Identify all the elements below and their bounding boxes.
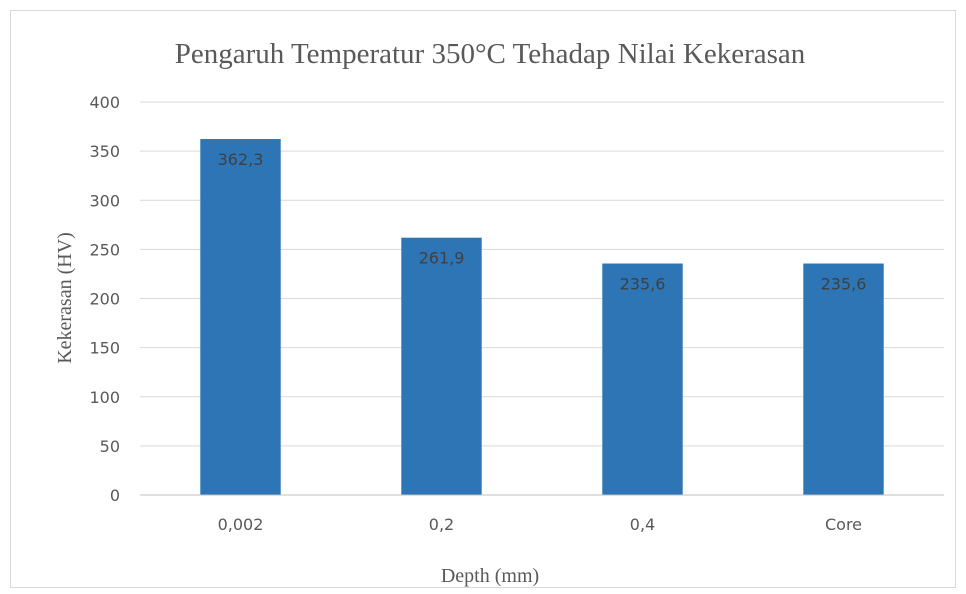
y-tick-label: 250 [89,240,120,259]
x-tick-label: 0,4 [630,515,655,534]
bars [200,139,884,496]
x-tick-label: 0,2 [429,515,454,534]
x-tick-label: Core [825,515,862,534]
data-label: 235,6 [620,275,666,294]
y-tick-label: 50 [100,437,120,456]
y-tick-label: 350 [89,142,120,161]
data-label: 235,6 [821,275,867,294]
y-tick-label: 200 [89,290,120,309]
bar [803,263,884,495]
data-labels: 362,3 261,9 235,6 235,6 [218,150,867,293]
data-label: 362,3 [218,150,264,169]
data-label: 261,9 [419,249,465,268]
y-tick-label: 150 [89,339,120,358]
y-tick-label: 0 [110,486,120,505]
y-tick-label: 400 [89,93,120,112]
chart-title: Pengaruh Temperatur 350°C Tehadap Nilai … [175,38,806,70]
y-tick-label: 300 [89,191,120,210]
y-axis-title: Kekerasan (HV) [54,232,76,364]
x-axis-ticks: 0,002 0,2 0,4 Core [218,515,862,534]
x-axis-title: Depth (mm) [441,565,539,587]
bar [200,139,281,495]
bar [401,237,482,496]
x-tick-label: 0,002 [218,515,264,534]
y-axis-ticks: 0 50 100 150 200 250 300 350 400 [89,93,120,505]
bar [602,263,683,495]
y-tick-label: 100 [89,388,120,407]
